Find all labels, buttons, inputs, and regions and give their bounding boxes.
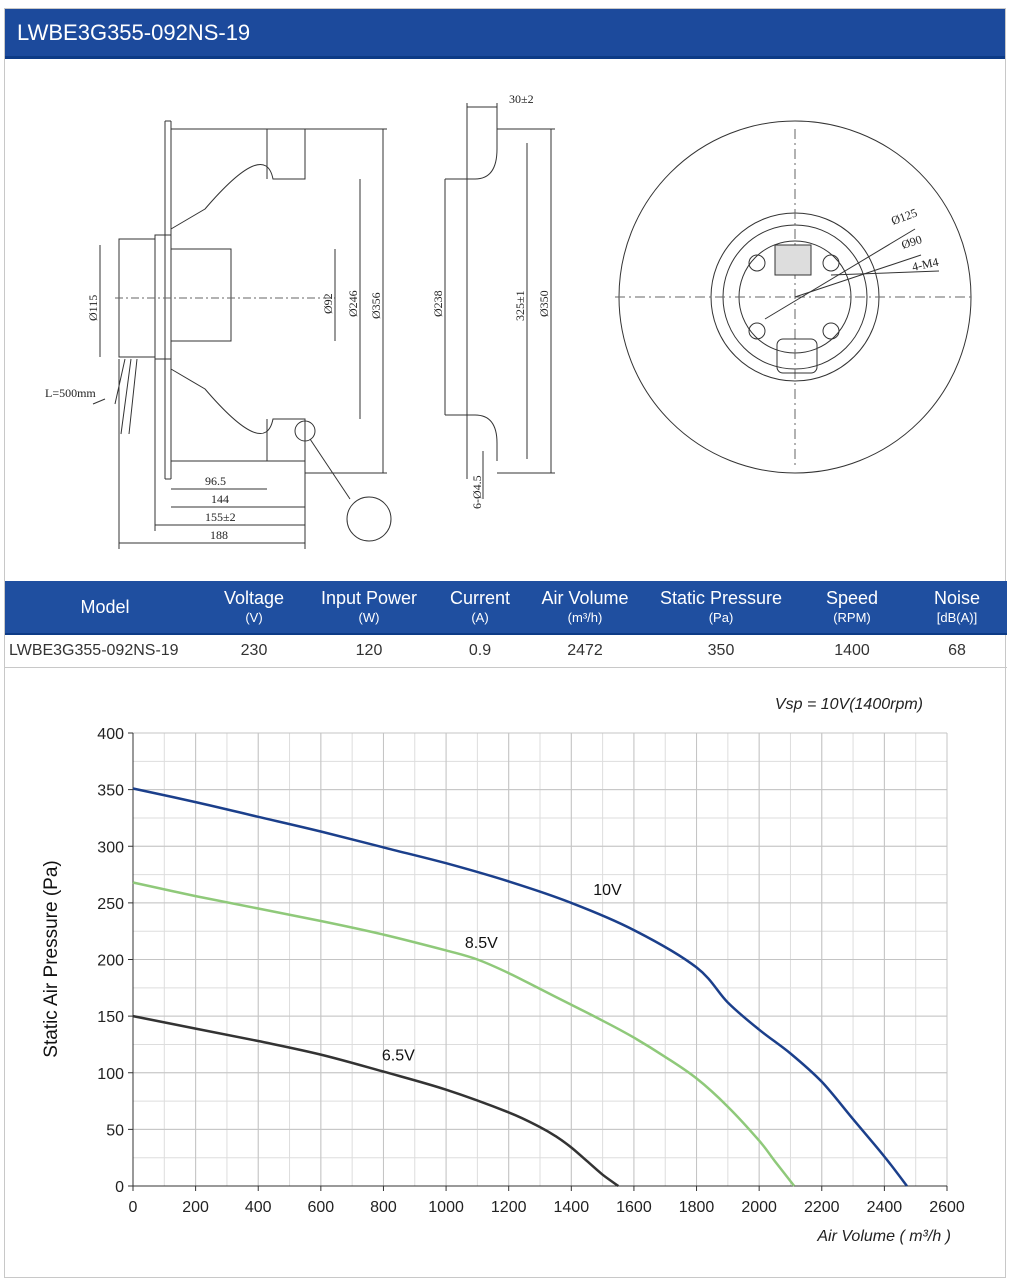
x-tick-label: 1200 — [491, 1199, 527, 1216]
dim-w96: 96.5 — [205, 474, 226, 488]
dim-holes: 6-Ø4.5 — [470, 475, 484, 509]
cell-model: LWBE3G355-092NS-19 — [5, 634, 205, 668]
cell-air-volume: 2472 — [525, 634, 645, 668]
front-view — [615, 120, 975, 474]
motor-flange — [154, 234, 172, 360]
chart-title: Vsp = 10V(1400rpm) — [775, 696, 923, 713]
dim-w155: 155±2 — [205, 510, 236, 524]
dim-m4: 4-M4 — [911, 255, 940, 274]
series-label: 10V — [593, 882, 622, 899]
section-view — [444, 103, 555, 499]
col-voltage: Voltage (V) — [205, 581, 303, 635]
x-tick-label: 2600 — [929, 1199, 965, 1216]
y-tick-label: 350 — [97, 783, 124, 800]
y-tick-label: 50 — [106, 1122, 124, 1139]
dim-w144: 144 — [211, 492, 229, 506]
series-line-10v — [132, 787, 908, 1187]
col-current: Current (A) — [435, 581, 525, 635]
title-bar: LWBE3G355-092NS-19 — [5, 9, 1005, 59]
x-tick-label: 2200 — [804, 1199, 840, 1216]
col-input-power: Input Power (W) — [303, 581, 435, 635]
series-line-8-5v — [132, 881, 796, 1187]
x-tick-label: 600 — [307, 1199, 334, 1216]
cell-voltage: 230 — [205, 634, 303, 668]
x-tick-label: 200 — [182, 1199, 209, 1216]
dim-d350: Ø350 — [537, 290, 551, 317]
series-label: 8.5V — [465, 935, 498, 952]
x-axis-label: Air Volume ( m³/h ) — [816, 1228, 951, 1245]
col-noise: Noise [dB(A)] — [907, 581, 1007, 635]
x-tick-label: 1600 — [616, 1199, 652, 1216]
spec-sheet: LWBE3G355-092NS-19 — [4, 8, 1007, 1279]
dim-d356: Ø356 — [369, 292, 383, 319]
chart-series: 10V 8.5V 6.5V — [132, 787, 908, 1188]
series-label: 6.5V — [382, 1047, 415, 1064]
cable-length-label: L=500mm — [45, 386, 96, 400]
y-tick-label: 300 — [97, 839, 124, 856]
y-axis-label: Static Air Pressure (Pa) — [41, 860, 62, 1057]
x-tick-label: 400 — [245, 1199, 272, 1216]
series-line-6-5v — [132, 1014, 620, 1188]
cell-noise: 68 — [907, 634, 1007, 668]
dim-w30: 30±2 — [509, 92, 534, 106]
technical-drawing: L=500mm Ø115 Ø92 Ø246 Ø356 96.5 144 155±… — [5, 59, 1005, 579]
col-air-volume: Air Volume (m³/h) — [525, 581, 645, 635]
motor-rotor — [170, 248, 232, 342]
spec-header-row: Model Voltage (V) Input Power (W) Current(… — [5, 581, 1007, 635]
col-speed: Speed (RPM) — [797, 581, 907, 635]
y-tick-label: 200 — [97, 953, 124, 970]
x-tick-label: 1800 — [679, 1199, 715, 1216]
x-tick-label: 2400 — [867, 1199, 903, 1216]
y-tick-label: 100 — [97, 1066, 124, 1083]
dim-d238: Ø238 — [431, 290, 445, 317]
cell-speed: 1400 — [797, 634, 907, 668]
x-tick-label: 800 — [370, 1199, 397, 1216]
chart-svg: 0 200 400 600 800 1000 1200 1400 1600 1800 2000 220… — [41, 696, 965, 1245]
chart-grid — [132, 732, 948, 1187]
x-tick-label: 1000 — [428, 1199, 464, 1216]
y-tick-label: 250 — [97, 896, 124, 913]
y-tick-label: 0 — [115, 1179, 124, 1196]
cell-static-pressure: 350 — [645, 634, 797, 668]
table-row: LWBE3G355-092NS-19 230 120 0.9 2472 350 … — [5, 634, 1007, 668]
y-tick-label: 400 — [97, 726, 124, 743]
cell-current: 0.9 — [435, 634, 525, 668]
performance-chart: 0 200 400 600 800 1000 1200 1400 1600 1800 2000 220… — [5, 667, 1005, 1279]
dim-d92: Ø92 — [321, 293, 335, 314]
dimension-drawing-svg: L=500mm Ø115 Ø92 Ø246 Ø356 96.5 144 155±… — [45, 92, 975, 549]
spec-table: Model Voltage (V) Input Power (W) Current(… — [5, 581, 1007, 668]
x-tick-label: 0 — [129, 1199, 138, 1216]
dim-c125: Ø125 — [889, 206, 919, 228]
col-model: Model — [5, 581, 205, 635]
page-title: LWBE3G355-092NS-19 — [17, 20, 251, 45]
cell-input-power: 120 — [303, 634, 435, 668]
chart-axes: 0 200 400 600 800 1000 1200 1400 1600 1800 2000 220… — [97, 726, 965, 1216]
side-view — [92, 120, 392, 549]
dim-d325: 325±1 — [513, 290, 527, 321]
x-tick-label: 1400 — [554, 1199, 590, 1216]
dim-d246: Ø246 — [346, 290, 360, 317]
y-tick-label: 150 — [97, 1009, 124, 1026]
col-static-pressure: Static Pressure (Pa) — [645, 581, 797, 635]
dim-d115: Ø115 — [86, 295, 100, 321]
dim-c90: Ø90 — [900, 232, 924, 252]
x-tick-label: 2000 — [741, 1199, 777, 1216]
dim-w188: 188 — [210, 528, 228, 542]
